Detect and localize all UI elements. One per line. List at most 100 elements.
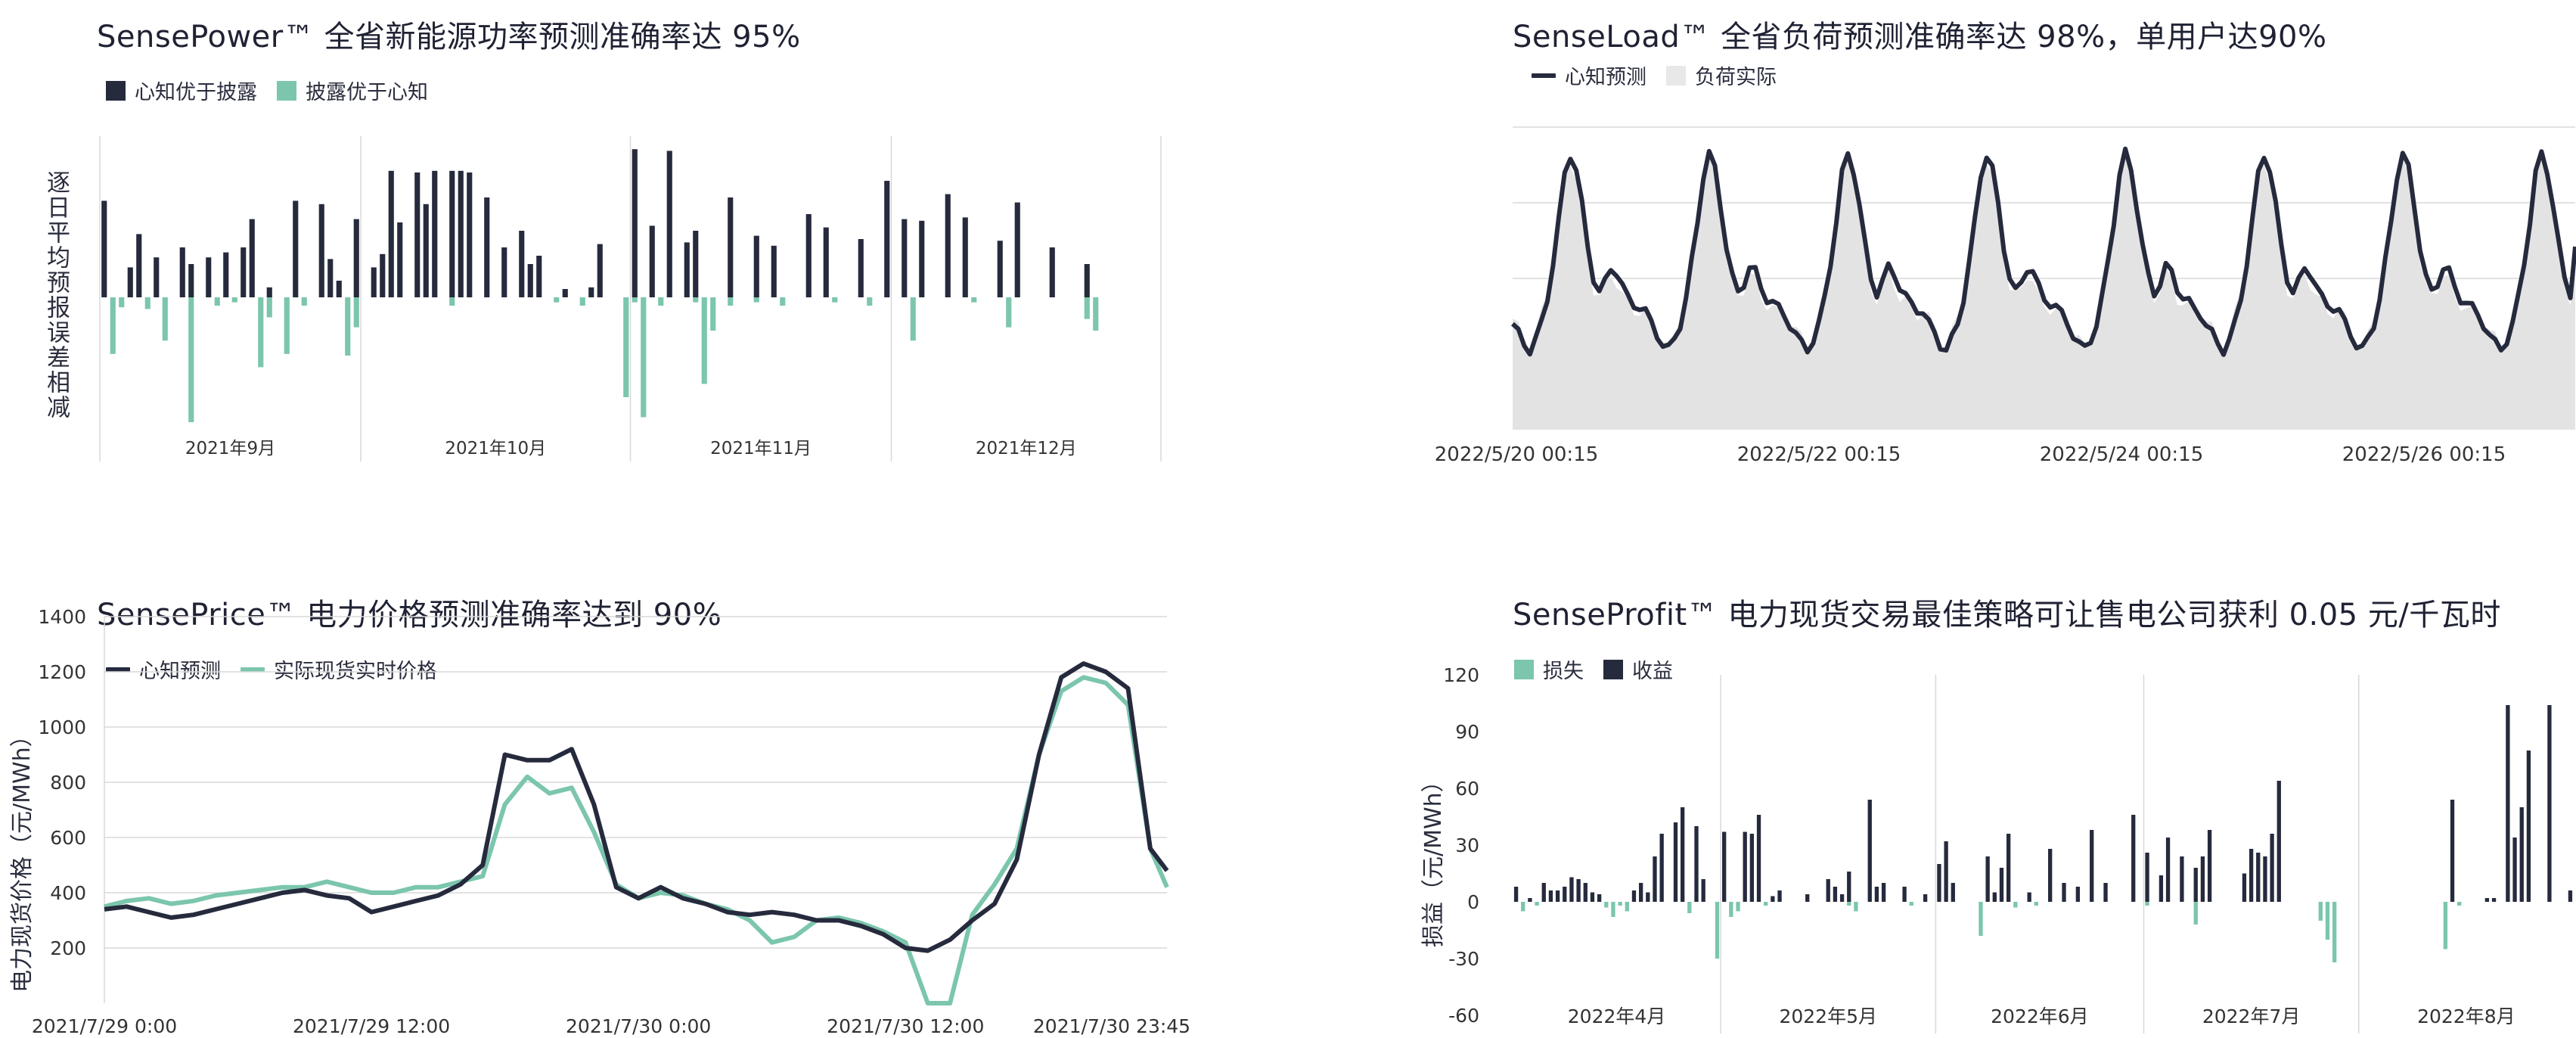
bar-gain: [2193, 868, 2198, 902]
bar-negative: [144, 297, 151, 309]
bar-negative: [641, 297, 647, 418]
bar-gain: [2006, 834, 2011, 902]
bar-gain: [1563, 887, 1567, 902]
bar-positive: [962, 217, 968, 297]
bar-negative: [710, 297, 716, 331]
price-title: SensePrice™ 电力价格预测准确率达到 90%: [97, 598, 722, 632]
bar-positive: [353, 219, 359, 297]
bar-positive: [1049, 247, 1055, 297]
power-chart: 2021年9月 2021年10月 2021年11月 2021年12月: [99, 136, 1162, 462]
bar-negative: [832, 297, 838, 303]
bar-positive: [249, 219, 255, 297]
bar-negative: [266, 297, 272, 318]
bar-gain: [2270, 834, 2274, 902]
bar-gain: [1944, 841, 1948, 902]
bar-negative: [728, 297, 734, 306]
x-tick-label: 2021/7/30 23:45: [1033, 1015, 1190, 1037]
actual-load-area: [1513, 151, 2575, 429]
bar-gain: [2491, 898, 2497, 902]
bar-loss: [1625, 902, 1629, 912]
bar-negative: [971, 297, 977, 303]
bar-negative: [301, 297, 307, 306]
load-title: SenseLoad™ 全省负荷预测准确率达 98%，单用户达90%: [1513, 20, 2327, 54]
y-tick-label: 60: [1455, 778, 1479, 800]
bar-positive: [179, 247, 185, 297]
bar-positive: [858, 239, 864, 297]
bar-positive: [519, 231, 525, 297]
bar-positive: [805, 214, 812, 297]
month-tick-label: 2022年8月: [2417, 1005, 2515, 1027]
bar-gain: [1576, 879, 1581, 902]
bar-gain: [1749, 834, 1755, 902]
bar-gain: [1937, 864, 1941, 902]
bar-gain: [1839, 894, 1845, 902]
bar-gain: [2277, 781, 2281, 902]
bar-positive: [1084, 264, 1090, 297]
power-legend-item-teal: 披露优于心知: [277, 76, 428, 105]
bar-gain: [1756, 815, 1761, 902]
x-tick-label: 2022/5/22 00:15: [1737, 443, 1901, 466]
bar-positive: [666, 151, 672, 297]
bar-gain: [1777, 890, 1782, 902]
bar-positive: [945, 194, 951, 297]
bar-negative: [214, 297, 220, 306]
month-tick-label: 2021年9月: [185, 439, 275, 458]
month-tick-label: 2022年4月: [1568, 1005, 1666, 1027]
bar-gain: [1985, 856, 1990, 902]
y-tick-label: 120: [1443, 664, 1479, 686]
bar-negative: [910, 297, 916, 341]
bar-gain: [1701, 879, 1705, 902]
bar-gain: [1597, 894, 1602, 902]
y-tick-label: 30: [1455, 834, 1479, 856]
bar-positive: [588, 287, 594, 297]
bar-gain: [2180, 856, 2184, 902]
y-tick-label: 800: [50, 772, 86, 794]
bar-positive: [997, 241, 1003, 297]
bar-negative: [188, 297, 194, 422]
load-panel: SenseLoad™ 全省负荷预测准确率达 98%，单用户达90% 心知预测 负…: [1399, 0, 2576, 484]
bar-gain: [2568, 890, 2573, 902]
bar-loss: [1687, 902, 1692, 913]
bar-negative: [353, 297, 359, 328]
bar-negative: [345, 297, 351, 356]
legend-swatch: [241, 667, 265, 672]
y-tick-label: 0: [1467, 891, 1479, 913]
legend-label: 收益: [1632, 660, 1673, 683]
bar-loss: [1535, 902, 1539, 906]
bar-loss: [1618, 902, 1622, 906]
bar-gain: [2256, 853, 2261, 902]
x-tick-label: 2022/5/26 00:15: [2342, 443, 2506, 466]
bar-positive: [127, 267, 133, 297]
legend-swatch: [1514, 659, 1534, 679]
bar-gain: [1646, 892, 1650, 902]
bar-positive: [414, 172, 421, 297]
bar-positive: [327, 259, 334, 297]
bar-positive: [902, 219, 908, 297]
bar-negative: [554, 297, 560, 303]
bar-positive: [467, 172, 473, 297]
bar-loss: [2145, 902, 2149, 906]
month-tick-label: 2021年12月: [976, 439, 1077, 458]
bar-loss: [2443, 902, 2448, 949]
bar-loss: [1764, 902, 1768, 906]
actual-price-line: [104, 675, 1169, 1005]
bar-positive: [484, 197, 490, 297]
bar-positive: [293, 200, 299, 297]
profit-legend-item-gain: 收益: [1603, 654, 1673, 684]
legend-swatch: [1603, 659, 1623, 679]
profit-legend: 损失 收益: [1514, 654, 1673, 684]
bar-positive: [241, 247, 247, 297]
bar-gain: [2048, 849, 2053, 902]
legend-label: 负荷实际: [1695, 66, 1777, 89]
bar-positive: [501, 247, 507, 297]
bar-gain: [1548, 890, 1553, 902]
bar-positive: [753, 235, 759, 297]
legend-swatch: [106, 80, 126, 101]
bar-gain: [1659, 834, 1664, 902]
bar-positive: [1014, 202, 1020, 297]
month-tick-label: 2022年5月: [1779, 1005, 1877, 1027]
bar-positive: [206, 257, 212, 297]
bar-positive: [649, 225, 655, 297]
bar-positive: [884, 181, 890, 297]
